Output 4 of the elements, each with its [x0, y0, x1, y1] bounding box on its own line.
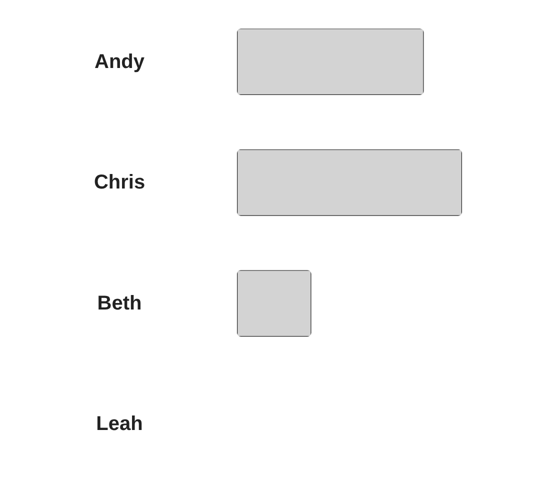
y-tick-label: Beth — [97, 292, 142, 314]
y-tick-label: Chris — [94, 172, 146, 194]
y-tick-label: Andy — [94, 50, 146, 73]
y-tick-label: Leah — [96, 413, 143, 436]
